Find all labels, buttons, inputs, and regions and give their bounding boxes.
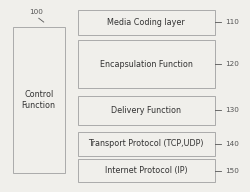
Text: Encapsulation Function: Encapsulation Function [100,60,193,69]
Text: Control
Function: Control Function [22,90,56,110]
Text: 120: 120 [225,61,239,67]
Bar [78,40,215,88]
Text: 100: 100 [29,9,43,15]
Text: Internet Protocol (IP): Internet Protocol (IP) [105,166,188,175]
Bar [78,132,215,156]
Text: Media Coding layer: Media Coding layer [108,18,185,26]
Text: 110: 110 [225,19,239,25]
Bar [78,159,215,182]
Bar [78,96,215,125]
Text: 150: 150 [225,168,239,174]
Text: 130: 130 [225,107,239,113]
Text: 140: 140 [225,141,239,147]
Bar [12,27,65,173]
Text: Transport Protocol (TCP,UDP): Transport Protocol (TCP,UDP) [88,140,204,148]
Bar [78,10,215,35]
Text: Delivery Function: Delivery Function [111,106,181,115]
